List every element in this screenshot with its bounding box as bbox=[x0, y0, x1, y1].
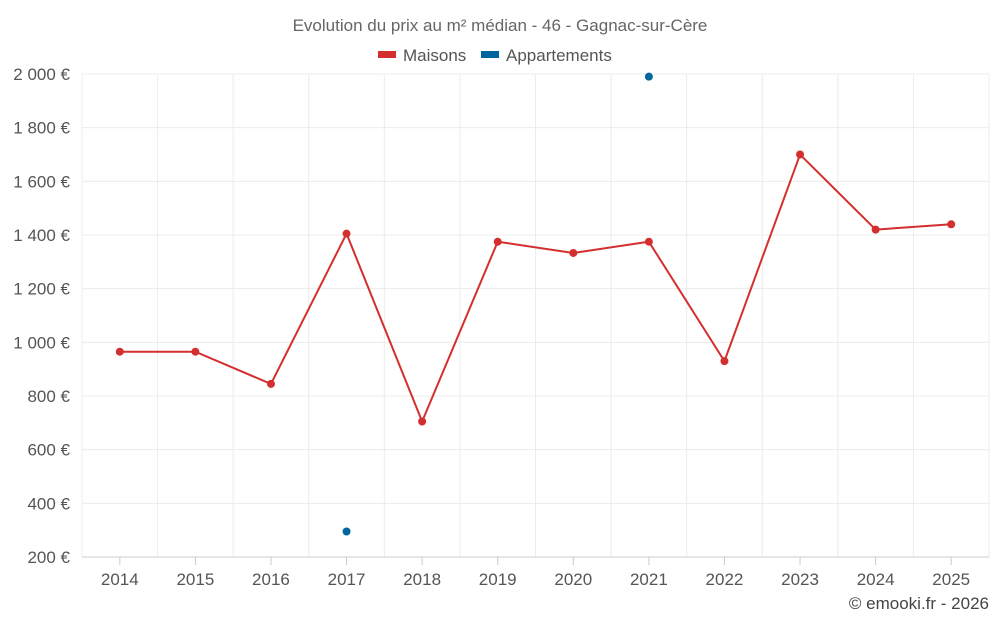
y-tick-label: 1 800 € bbox=[13, 119, 70, 138]
y-tick-label: 1 200 € bbox=[13, 280, 70, 299]
y-tick-label: 1 600 € bbox=[13, 172, 70, 191]
legend-item-appartements[interactable]: Appartements bbox=[481, 46, 612, 65]
data-point-appartements[interactable] bbox=[342, 527, 351, 536]
series bbox=[115, 72, 956, 536]
y-tick-label: 800 € bbox=[27, 387, 70, 406]
x-tick-label: 2020 bbox=[554, 570, 592, 589]
x-tick-label: 2017 bbox=[328, 570, 366, 589]
y-tick-label: 2 000 € bbox=[13, 65, 70, 84]
y-axis: 200 € 400 € 600 € 800 € 1 000 € 1 200 € 1 400 … bbox=[13, 65, 70, 567]
x-tick-label: 2014 bbox=[101, 570, 139, 589]
legend: Maisons Appartements bbox=[378, 46, 612, 65]
data-point-maisons[interactable] bbox=[115, 347, 124, 356]
x-tick-label: 2024 bbox=[857, 570, 895, 589]
credit-text: © emooki.fr - 2026 bbox=[849, 594, 989, 613]
chart-title: Evolution du prix au m² médian - 46 - Ga… bbox=[293, 16, 708, 35]
y-tick-label: 1 400 € bbox=[13, 226, 70, 245]
x-tick-label: 2025 bbox=[932, 570, 970, 589]
data-point-maisons[interactable] bbox=[266, 379, 275, 388]
data-point-maisons[interactable] bbox=[871, 225, 880, 234]
data-point-maisons[interactable] bbox=[191, 347, 200, 356]
data-point-maisons[interactable] bbox=[644, 237, 653, 246]
legend-swatch-appartements bbox=[481, 51, 499, 58]
data-point-maisons[interactable] bbox=[796, 150, 805, 159]
legend-label-maisons: Maisons bbox=[403, 46, 466, 65]
data-point-maisons[interactable] bbox=[342, 229, 351, 238]
x-tick-label: 2021 bbox=[630, 570, 668, 589]
x-tick-label: 2019 bbox=[479, 570, 517, 589]
y-tick-label: 1 000 € bbox=[13, 333, 70, 352]
x-tick-label: 2022 bbox=[706, 570, 744, 589]
legend-item-maisons[interactable]: Maisons bbox=[378, 46, 466, 65]
data-point-maisons[interactable] bbox=[418, 417, 427, 426]
data-point-maisons[interactable] bbox=[493, 237, 502, 246]
x-tick-label: 2015 bbox=[176, 570, 214, 589]
series-line-maisons bbox=[119, 152, 952, 425]
data-point-appartements[interactable] bbox=[644, 72, 653, 81]
x-tick-label: 2023 bbox=[781, 570, 819, 589]
y-tick-label: 200 € bbox=[27, 548, 70, 567]
y-tick-label: 600 € bbox=[27, 441, 70, 460]
y-tick-label: 400 € bbox=[27, 494, 70, 513]
x-tick-label: 2018 bbox=[403, 570, 441, 589]
x-axis: 2014 2015 2016 2017 2018 2019 2020 2021 2022 2023… bbox=[82, 556, 989, 589]
grid bbox=[81, 73, 990, 558]
series-maisons bbox=[115, 150, 956, 426]
data-point-maisons[interactable] bbox=[569, 248, 578, 257]
legend-label-appartements: Appartements bbox=[506, 46, 612, 65]
legend-swatch-maisons bbox=[378, 51, 396, 58]
series-appartements bbox=[342, 72, 653, 536]
data-point-maisons[interactable] bbox=[947, 220, 956, 229]
x-tick-label: 2016 bbox=[252, 570, 290, 589]
data-point-maisons[interactable] bbox=[720, 357, 729, 366]
